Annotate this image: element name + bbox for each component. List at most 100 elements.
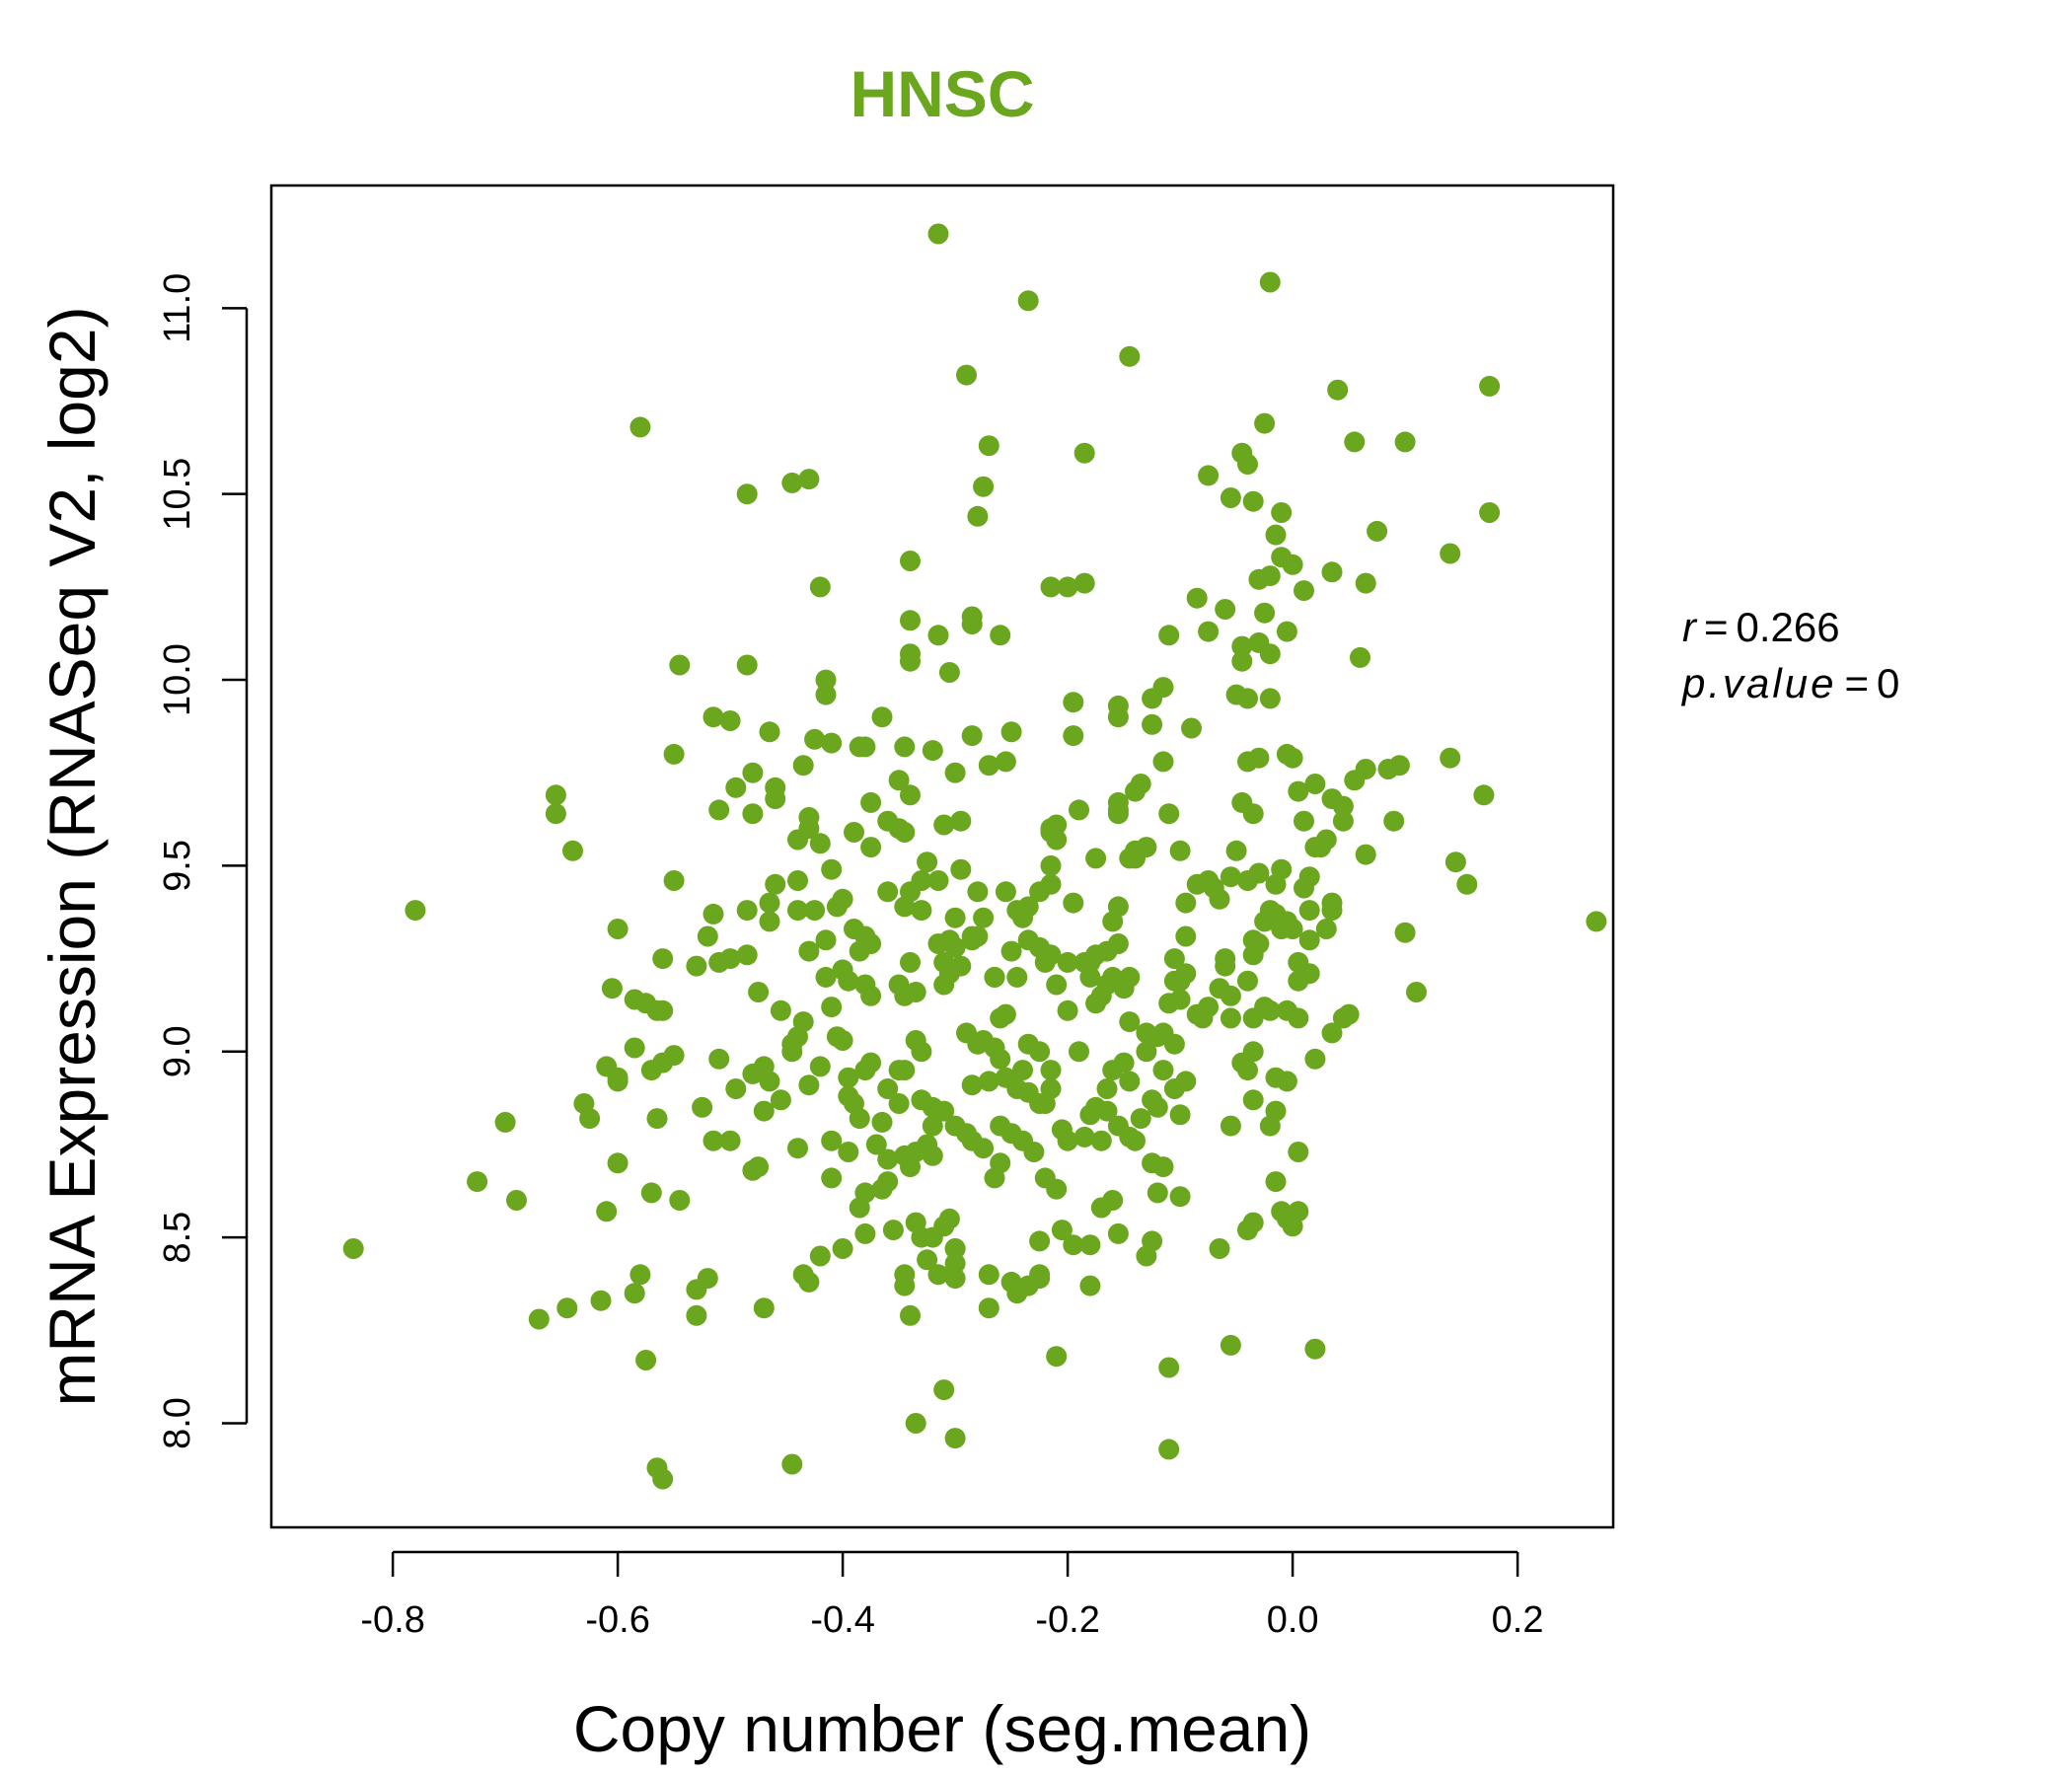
data-point	[956, 364, 977, 386]
data-point	[1136, 1022, 1157, 1044]
data-point	[1220, 1115, 1241, 1137]
data-point	[635, 1350, 657, 1370]
data-point	[860, 933, 882, 954]
data-point	[1152, 751, 1174, 773]
data-point	[607, 1152, 629, 1174]
data-point	[601, 978, 623, 999]
data-point	[1142, 713, 1163, 735]
data-point	[1242, 1007, 1264, 1029]
data-point	[809, 833, 831, 854]
data-point	[1265, 524, 1287, 546]
data-point	[697, 1268, 718, 1290]
data-point	[748, 1156, 770, 1178]
x-tick-label: 0.2	[1492, 1599, 1544, 1641]
data-point	[652, 999, 674, 1021]
data-point	[961, 725, 983, 747]
data-point	[1321, 561, 1343, 583]
data-point	[1265, 1171, 1287, 1193]
data-point	[1057, 576, 1078, 598]
data-point	[781, 472, 803, 493]
data-point	[894, 736, 916, 758]
r-value: 0.266	[1737, 604, 1840, 650]
data-point	[719, 710, 741, 731]
data-point	[1220, 1334, 1241, 1356]
data-point	[933, 1100, 955, 1122]
data-point	[1079, 1104, 1101, 1126]
data-point	[967, 505, 989, 527]
data-point	[697, 925, 718, 947]
data-point	[736, 483, 758, 505]
data-point	[860, 837, 882, 858]
data-point	[911, 870, 932, 891]
data-point	[1237, 870, 1258, 891]
data-point	[905, 982, 926, 1002]
x-tick-label: 0.0	[1267, 1599, 1319, 1641]
data-point	[832, 1238, 853, 1259]
data-point	[1169, 1186, 1191, 1208]
data-point	[1079, 966, 1101, 988]
data-point	[838, 1142, 859, 1162]
data-point	[545, 803, 566, 825]
data-point	[804, 728, 826, 750]
data-point	[770, 1089, 791, 1111]
data-point	[1152, 1156, 1174, 1178]
data-point	[1000, 721, 1022, 743]
data-point	[1288, 780, 1309, 802]
data-point	[1327, 379, 1349, 401]
data-point	[1163, 948, 1185, 970]
data-point	[1294, 580, 1314, 602]
data-point	[640, 1182, 662, 1204]
data-point	[832, 959, 853, 981]
data-point	[590, 1290, 612, 1311]
p-equals: =	[1844, 660, 1869, 706]
data-point	[815, 669, 837, 691]
data-point	[990, 1007, 1011, 1029]
data-point	[725, 1078, 747, 1099]
data-point	[854, 1222, 876, 1244]
data-point	[1090, 1130, 1112, 1151]
data-point	[1040, 1078, 1062, 1099]
data-point	[759, 911, 780, 932]
data-point	[927, 870, 949, 891]
data-point	[703, 1130, 724, 1151]
data-point	[736, 654, 758, 676]
data-point	[1215, 599, 1236, 620]
data-point	[1242, 1041, 1264, 1063]
data-point	[1215, 948, 1236, 970]
data-point	[1119, 966, 1141, 988]
data-point	[900, 551, 921, 571]
data-point	[798, 469, 820, 490]
data-point	[1220, 985, 1241, 1006]
data-point	[1073, 1126, 1095, 1147]
data-point	[809, 1056, 831, 1077]
data-point	[871, 1178, 893, 1200]
data-point	[1332, 795, 1354, 817]
data-point	[978, 1071, 999, 1092]
data-point	[1006, 900, 1028, 922]
data-point	[894, 1275, 916, 1296]
data-point	[1029, 1041, 1051, 1063]
data-point	[1057, 1130, 1078, 1151]
data-point	[1063, 1234, 1084, 1256]
data-point	[725, 777, 747, 798]
data-point	[860, 985, 882, 1006]
data-point	[1298, 900, 1320, 922]
data-point	[528, 1308, 550, 1330]
data-point	[1344, 431, 1366, 453]
data-point	[1175, 892, 1197, 914]
data-point	[1271, 858, 1293, 880]
data-point	[719, 948, 741, 970]
data-point	[1046, 829, 1068, 851]
data-point	[1479, 375, 1501, 397]
data-point	[1298, 929, 1320, 951]
data-point	[787, 870, 808, 891]
data-point	[900, 610, 921, 631]
data-point	[1029, 1264, 1051, 1286]
data-point	[944, 1428, 966, 1449]
data-point	[562, 840, 583, 861]
data-point	[1147, 1182, 1168, 1204]
data-point	[961, 925, 983, 947]
data-point	[759, 892, 780, 914]
x-tick-label: -0.4	[810, 1599, 874, 1641]
p-symbol: p.value	[1680, 660, 1836, 706]
